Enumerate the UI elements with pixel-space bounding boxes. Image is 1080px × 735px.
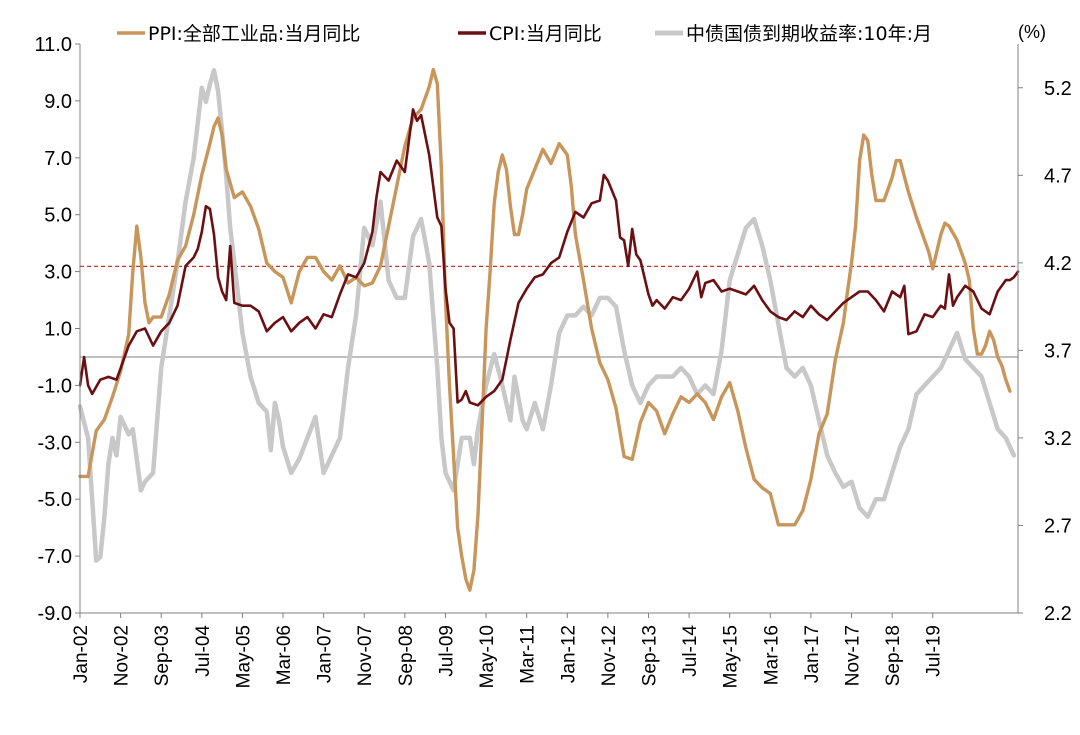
series-line-bond — [77, 68, 1017, 563]
x-tick-label: Sep-13 — [640, 625, 661, 686]
x-tick-label: Jan-12 — [558, 625, 579, 683]
x-tick-label: Jan-07 — [315, 625, 336, 683]
left-tick-label: 3.0 — [44, 262, 72, 284]
left-tick-label: 7.0 — [44, 148, 72, 170]
x-tick-label: Nov-07 — [355, 625, 376, 686]
left-tick-label: -7.0 — [38, 546, 72, 568]
x-tick-label: Jul-09 — [437, 625, 458, 677]
left-tick-label: 9.0 — [44, 91, 72, 113]
x-tick-label: Jul-04 — [193, 625, 214, 677]
legend-label-cpi: CPI:当月同比 — [489, 23, 602, 45]
x-tick-label: Nov-02 — [112, 625, 133, 686]
right-tick-label: 4.2 — [1044, 253, 1072, 275]
x-tick-label: Mar-16 — [761, 625, 782, 685]
right-tick-label: 3.2 — [1044, 428, 1072, 450]
right-tick-label: 5.2 — [1044, 78, 1072, 100]
x-tick-label: Jan-17 — [802, 625, 823, 683]
series-line-ppi — [78, 67, 1012, 592]
right-tick-label: 2.2 — [1044, 603, 1072, 625]
legend-label-bond: 中债国债到期收益率:10年:月 — [686, 23, 932, 45]
axes: 11.0 9.0 7.0 5.0 3.0 1.0 -1.0 -3.0 -5.0 -7.0 -9.0 5… — [35, 34, 1072, 688]
series-lines — [77, 67, 1020, 592]
x-tick-label: Jan-02 — [71, 625, 92, 683]
x-tick-label: Jul-19 — [924, 625, 945, 677]
x-tick-label: Nov-12 — [599, 625, 620, 686]
x-tick-label: May-10 — [477, 625, 498, 688]
left-tick-label: 11.0 — [35, 34, 72, 56]
series-line-cpi — [78, 108, 1020, 407]
left-tick-label: 1.0 — [44, 319, 72, 341]
left-tick-label: -5.0 — [38, 489, 72, 511]
x-tick-label: Nov-17 — [843, 625, 864, 686]
legend-label-ppi: PPI:全部工业品:当月同比 — [148, 23, 360, 45]
right-tick-label: 4.7 — [1044, 165, 1072, 187]
left-tick-label: -9.0 — [38, 603, 72, 625]
x-tick-label: Mar-06 — [274, 625, 295, 685]
x-tick-label: Jul-14 — [680, 625, 701, 677]
legend: PPI:全部工业品:当月同比 CPI:当月同比 中债国债到期收益率:10年:月 (%) — [117, 22, 1046, 45]
left-tick-label: 5.0 — [44, 205, 72, 227]
left-tick-label: -3.0 — [38, 432, 72, 454]
x-tick-label: Mar-11 — [518, 625, 539, 684]
x-tick-label: May-15 — [721, 625, 742, 688]
right-axis-unit-label: (%) — [1018, 22, 1046, 42]
x-tick-label: May-05 — [233, 625, 254, 688]
x-tick-label: Sep-08 — [396, 625, 417, 686]
right-tick-label: 3.7 — [1044, 340, 1072, 362]
x-tick-label: Sep-03 — [152, 625, 173, 686]
left-tick-label: -1.0 — [38, 375, 72, 397]
right-tick-label: 2.7 — [1044, 515, 1072, 537]
x-tick-label: Sep-18 — [883, 625, 904, 686]
reference-lines — [80, 265, 1018, 358]
